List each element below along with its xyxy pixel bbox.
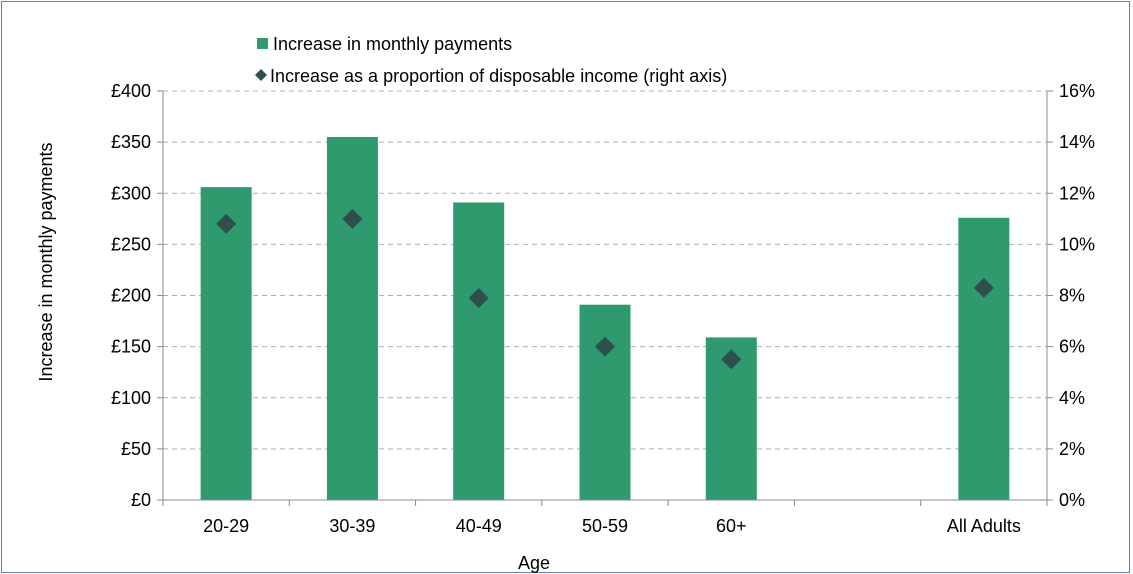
bar — [200, 187, 252, 501]
legend-label-diamond: Increase as a proportion of disposable i… — [270, 66, 727, 86]
bar — [453, 202, 505, 500]
y2-tick-label: 10% — [1059, 234, 1095, 254]
diamond-marker — [342, 208, 363, 229]
x-tick-label: 20-29 — [203, 516, 249, 536]
y-tick-label: £400 — [111, 81, 151, 101]
x-axis-title: Age — [518, 553, 550, 573]
x-tick-label: 50-59 — [582, 516, 628, 536]
y2-tick-label: 16% — [1059, 81, 1095, 101]
markers — [216, 208, 994, 370]
x-tick-label: All Adults — [947, 516, 1021, 536]
diamond-marker — [721, 349, 742, 370]
x-tick-label: 30-39 — [329, 516, 375, 536]
y-axis-title: Increase in monthly payments — [36, 142, 56, 381]
y-tick-label: £50 — [121, 439, 151, 459]
y-tick-label: £100 — [111, 388, 151, 408]
y-tick-label: £350 — [111, 132, 151, 152]
bar — [579, 304, 631, 500]
legend-label-bar: Increase in monthly payments — [273, 34, 512, 54]
diamond-marker — [468, 288, 489, 309]
y2-tick-label: 4% — [1059, 388, 1085, 408]
diamond-marker — [216, 213, 237, 234]
y-tick-label: £200 — [111, 286, 151, 306]
legend-swatch-bar — [257, 38, 268, 49]
y2-tick-label: 14% — [1059, 132, 1095, 152]
bar — [326, 137, 378, 500]
axes — [157, 90, 1053, 506]
tick-labels: £0 £50 £100 £150 £200 £250 £300 £350 £400 0% 2% 4% 6… — [111, 81, 1095, 536]
legend-swatch-diamond — [255, 69, 267, 81]
y-tick-label: £250 — [111, 234, 151, 254]
x-tick-label: 60+ — [716, 516, 747, 536]
y-tick-label: £0 — [131, 490, 151, 510]
legend: Increase in monthly payments Increase as… — [255, 34, 727, 86]
bar — [958, 217, 1010, 501]
y2-tick-label: 0% — [1059, 490, 1085, 510]
x-tick-label: 40-49 — [456, 516, 502, 536]
bars — [200, 137, 1010, 501]
y2-tick-label: 8% — [1059, 286, 1085, 306]
diamond-marker — [973, 277, 994, 298]
y-tick-label: £150 — [111, 337, 151, 357]
y-tick-label: £300 — [111, 183, 151, 203]
y2-tick-label: 12% — [1059, 183, 1095, 203]
diamond-marker — [595, 336, 615, 357]
y2-tick-label: 2% — [1059, 439, 1085, 459]
y2-tick-label: 6% — [1059, 337, 1085, 357]
